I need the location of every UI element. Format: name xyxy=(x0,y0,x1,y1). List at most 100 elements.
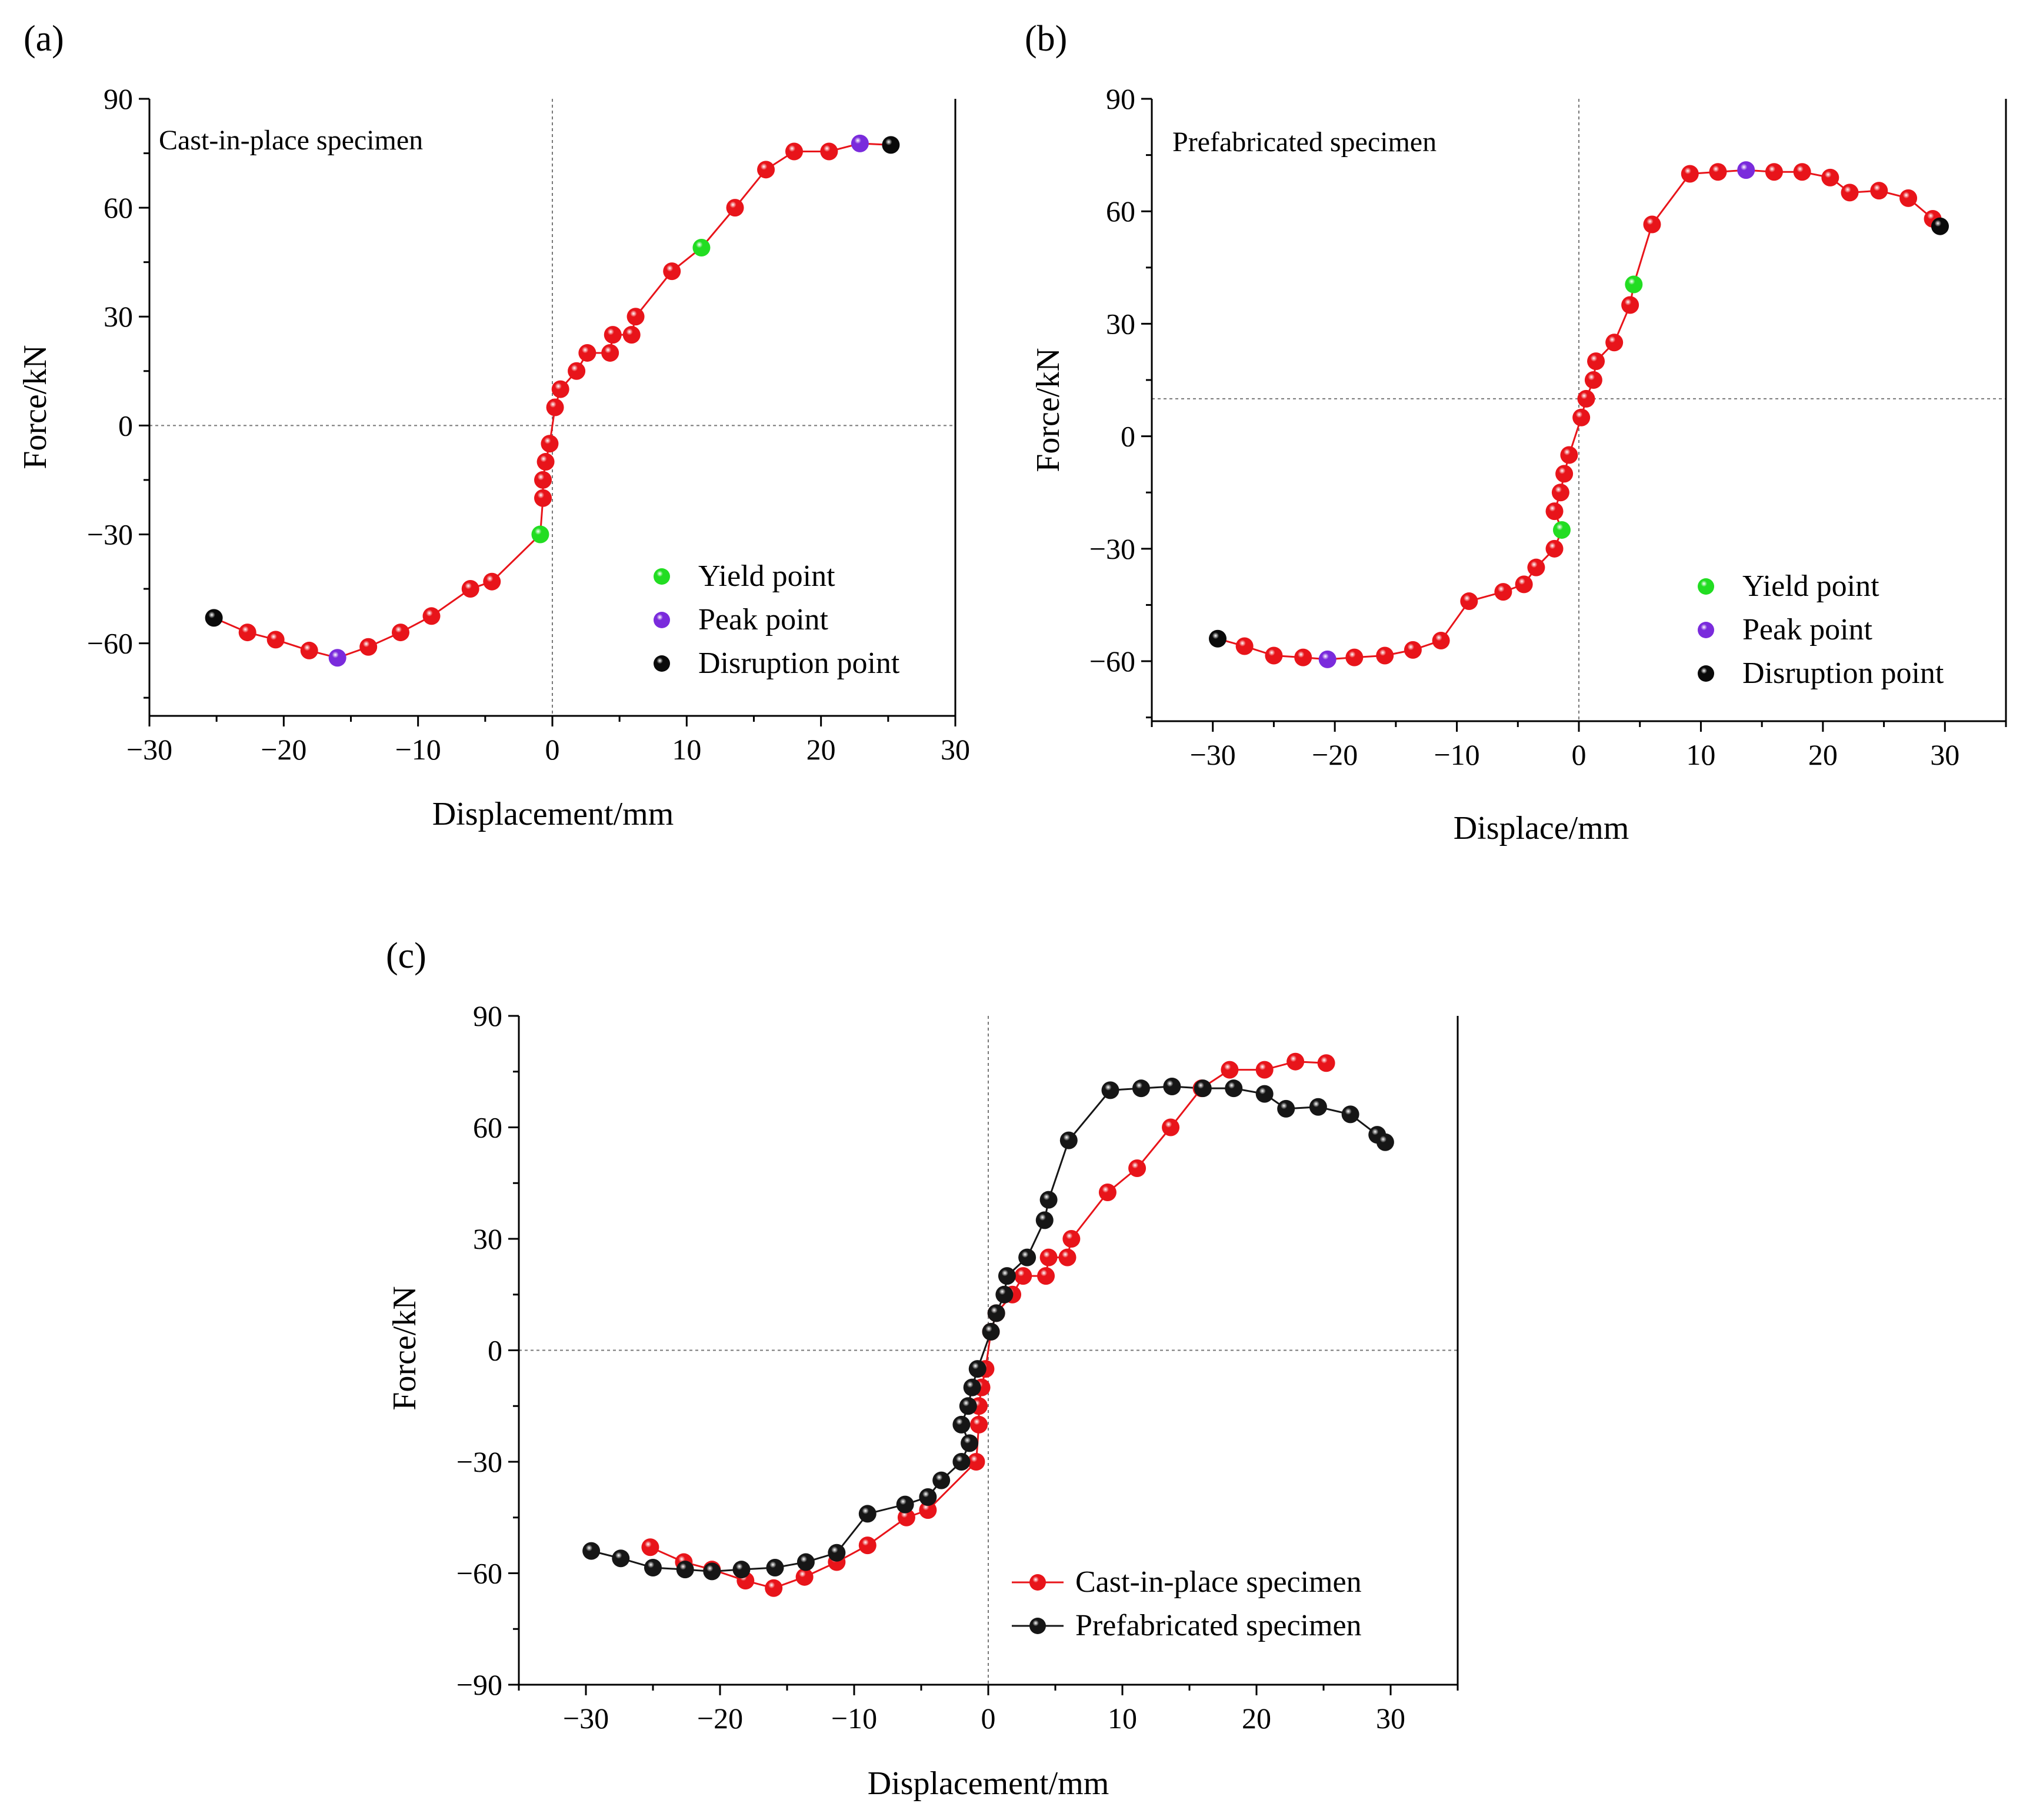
x-tick-label: 20 xyxy=(806,733,836,766)
legend-label: Prefabricated specimen xyxy=(1075,1609,1362,1642)
series-1-data-point xyxy=(828,1544,846,1562)
y-tick-label: 90 xyxy=(473,999,502,1032)
series-1-data-point xyxy=(982,1322,1000,1341)
x-tick-label: 10 xyxy=(1686,738,1715,771)
series-1-data-point xyxy=(987,1304,1005,1322)
x-tick-label: 10 xyxy=(1108,1702,1137,1735)
series-0-data-point xyxy=(1037,1267,1055,1285)
yield-data-point xyxy=(692,238,711,256)
series-1-data-point xyxy=(932,1471,951,1489)
series-0-data-point xyxy=(970,1415,988,1434)
series-1-data-point xyxy=(1309,1098,1327,1116)
normal-data-point xyxy=(1572,408,1591,426)
normal-data-point xyxy=(1577,389,1595,408)
series-0-data-point xyxy=(1317,1054,1335,1072)
x-tick-label: 30 xyxy=(1930,738,1959,771)
series-1-data-point xyxy=(676,1561,694,1579)
x-tick-label: 0 xyxy=(1572,738,1587,771)
normal-data-point xyxy=(1545,539,1564,558)
series-1-data-point xyxy=(1194,1079,1212,1098)
y-tick-label: 60 xyxy=(473,1111,502,1144)
series-1-data-point xyxy=(1039,1191,1058,1209)
yield-data-point xyxy=(1552,521,1571,539)
normal-data-point xyxy=(391,624,409,642)
normal-data-point xyxy=(568,362,586,380)
series-1-data-point xyxy=(1101,1081,1119,1099)
normal-data-point xyxy=(1709,163,1727,181)
x-tick-label: −20 xyxy=(1312,738,1358,771)
series-1-data-point xyxy=(1132,1079,1150,1098)
normal-data-point xyxy=(726,199,744,217)
normal-data-point xyxy=(1870,182,1888,200)
peak-data-point xyxy=(851,134,869,152)
series-0-data-point xyxy=(858,1536,876,1555)
series-0-data-point xyxy=(919,1501,937,1519)
normal-data-point xyxy=(1545,502,1564,521)
series-0-data-point xyxy=(1162,1118,1180,1136)
series-1-data-point xyxy=(703,1562,721,1581)
y-tick-label: −30 xyxy=(456,1445,502,1478)
legend-marker-peak xyxy=(654,612,670,628)
y-tick-label: −30 xyxy=(87,518,133,551)
y-tick-label: 30 xyxy=(104,300,133,333)
normal-data-point xyxy=(1821,168,1839,186)
series-1-data-point xyxy=(995,1285,1014,1304)
series-1-data-point xyxy=(952,1453,971,1471)
legend-marker-0 xyxy=(1029,1574,1046,1591)
x-tick-label: −30 xyxy=(563,1702,609,1735)
x-tick-label: −30 xyxy=(126,733,172,766)
x-tick-label: 0 xyxy=(545,733,560,766)
peak-data-point xyxy=(328,649,346,667)
normal-data-point xyxy=(1235,637,1254,655)
y-tick-label: −60 xyxy=(1089,645,1135,678)
legend-label: Peak point xyxy=(1742,613,1873,646)
series-1-data-point xyxy=(896,1495,914,1514)
normal-data-point xyxy=(266,631,285,649)
series-1-data-point xyxy=(963,1378,981,1396)
legend-marker-yield xyxy=(1698,578,1714,595)
series-1-data-point xyxy=(644,1559,662,1577)
yield-data-point xyxy=(531,525,549,544)
series-1-data-point xyxy=(968,1360,986,1378)
y-tick-label: −60 xyxy=(87,627,133,660)
y-tick-label: 30 xyxy=(473,1222,502,1255)
y-tick-label: −60 xyxy=(456,1557,502,1590)
normal-data-point xyxy=(1765,163,1783,181)
normal-data-point xyxy=(1560,446,1578,464)
legend-label: Disruption point xyxy=(698,646,900,680)
series-0-data-point xyxy=(641,1538,659,1556)
specimen-annotation: Prefabricated specimen xyxy=(1172,126,1437,158)
y-tick-label: −90 xyxy=(456,1668,502,1701)
legend-marker-peak xyxy=(1698,622,1714,638)
series-0-data-point xyxy=(1058,1248,1077,1266)
series-1-data-point xyxy=(612,1549,630,1568)
y-axis-title: Force/kN xyxy=(17,345,54,469)
normal-data-point xyxy=(536,453,555,471)
disruption-data-point xyxy=(882,136,900,154)
legend-marker-1 xyxy=(1029,1618,1046,1634)
normal-data-point xyxy=(1551,484,1569,502)
normal-data-point xyxy=(541,435,559,453)
normal-data-point xyxy=(578,344,596,362)
normal-data-point xyxy=(1404,641,1422,659)
normal-data-point xyxy=(483,572,501,591)
series-0-data-point xyxy=(1062,1230,1081,1248)
peak-data-point xyxy=(1318,650,1337,668)
normal-data-point xyxy=(757,161,775,179)
x-tick-label: −20 xyxy=(697,1702,743,1735)
x-tick-label: −30 xyxy=(1190,738,1236,771)
legend-label: Disruption point xyxy=(1742,656,1944,690)
y-tick-label: 60 xyxy=(104,191,133,224)
normal-data-point xyxy=(551,380,569,398)
legend-marker-yield xyxy=(654,568,670,585)
y-axis-title: Force/kN xyxy=(386,1286,423,1411)
y-tick-label: 0 xyxy=(488,1334,502,1367)
normal-data-point xyxy=(1376,646,1394,665)
normal-data-point xyxy=(622,326,641,344)
legend-label: Peak point xyxy=(698,603,829,636)
normal-data-point xyxy=(238,624,256,642)
y-tick-label: −30 xyxy=(1089,532,1135,565)
series-0-data-point xyxy=(1098,1184,1117,1202)
x-axis-title: Displacement/mm xyxy=(432,796,674,832)
